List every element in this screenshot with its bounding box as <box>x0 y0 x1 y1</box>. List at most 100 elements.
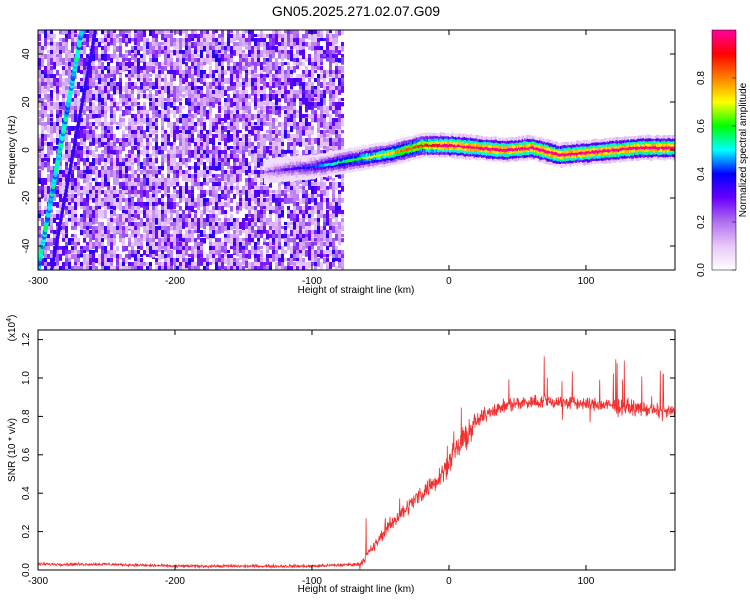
heatmap-cell <box>140 142 143 148</box>
heatmap-cell <box>308 186 311 190</box>
heatmap-cell <box>77 154 80 160</box>
heatmap-cell <box>92 70 95 76</box>
ridge-cell <box>275 165 278 169</box>
heatmap-cell <box>119 74 122 79</box>
heatmap-cell <box>59 102 62 110</box>
heatmap-cell <box>137 214 140 220</box>
heatmap-cell <box>284 182 287 190</box>
heatmap-cell <box>284 194 287 199</box>
heatmap-cell <box>275 130 278 135</box>
heatmap-cell <box>317 258 320 267</box>
heatmap-cell <box>224 162 227 166</box>
heatmap-cell <box>167 178 170 186</box>
heatmap-cell <box>119 254 122 260</box>
heatmap-cell <box>203 150 206 158</box>
heatmap-cell <box>215 174 218 182</box>
heatmap-cell <box>296 114 299 118</box>
heatmap-cell <box>221 194 224 198</box>
heatmap-cell <box>341 102 344 107</box>
heatmap-cell <box>62 170 65 175</box>
heatmap-cell <box>191 266 194 270</box>
heatmap-cell <box>89 82 92 86</box>
heatmap-cell <box>185 206 188 211</box>
heatmap-cell <box>65 70 68 76</box>
heatmap-cell <box>68 146 71 154</box>
heatmap-cell <box>200 154 203 159</box>
ridge-cell <box>297 168 300 172</box>
heatmap-cell <box>110 86 113 92</box>
heatmap-cell <box>95 146 98 152</box>
heatmap-cell <box>47 190 50 194</box>
heatmap-cell <box>233 90 236 98</box>
heatmap-cell <box>329 250 332 256</box>
heatmap-cell <box>134 146 137 151</box>
heatmap-cell <box>179 126 182 130</box>
heatmap-cell <box>206 178 209 183</box>
heatmap-cell <box>302 214 305 221</box>
heatmap-cell <box>92 206 95 211</box>
heatmap-cell <box>143 54 146 58</box>
ridge-cell <box>294 169 298 173</box>
heatmap-cell <box>260 34 263 42</box>
heatmap-cell <box>107 166 110 172</box>
heatmap-cell <box>104 94 107 101</box>
heatmap-cell <box>176 150 179 158</box>
heatmap-cell <box>137 46 140 53</box>
heatmap-cell <box>230 150 233 157</box>
heatmap-cell <box>137 42 140 50</box>
heatmap-cell <box>278 78 281 86</box>
heatmap-cell <box>242 134 245 141</box>
heatmap-cell <box>188 94 191 100</box>
heatmap-cell <box>209 150 212 154</box>
heatmap-cell <box>170 202 173 210</box>
heatmap-cell <box>278 230 281 236</box>
heatmap-cell <box>161 134 164 138</box>
heatmap-cell <box>128 262 131 270</box>
heatmap-cell <box>293 182 296 190</box>
heatmap-cell <box>161 42 164 46</box>
heatmap-cell <box>275 94 278 101</box>
heatmap-cell <box>317 186 320 191</box>
heatmap-cell <box>110 210 113 217</box>
ridge-cell <box>267 158 271 162</box>
heatmap-cell <box>137 138 140 145</box>
heatmap-cell <box>107 202 110 210</box>
heatmap-cell <box>74 42 77 46</box>
heatmap-cell <box>74 266 77 270</box>
heatmap-cell <box>104 102 107 107</box>
heatmap-cell <box>257 174 260 178</box>
heatmap-cell <box>191 250 194 258</box>
heatmap-cell <box>293 238 296 246</box>
heatmap-cell <box>38 54 41 59</box>
heatmap-cell <box>128 218 131 226</box>
heatmap-cell <box>188 134 191 141</box>
heatmap-cell <box>338 206 341 213</box>
heatmap-cell <box>41 178 44 183</box>
heatmap-cell <box>128 194 131 202</box>
heatmap-cell <box>137 118 140 125</box>
heatmap-cell <box>308 138 311 146</box>
heatmap-cell <box>272 30 275 38</box>
heatmap-cell <box>56 214 59 220</box>
heatmap-cell <box>335 54 338 60</box>
heatmap-cell <box>317 238 320 244</box>
heatmap-cell <box>323 254 326 258</box>
heatmap-cell <box>185 158 188 165</box>
heatmap-cell <box>146 214 149 218</box>
heatmap-cell <box>332 130 335 135</box>
heatmap-cell <box>146 50 149 55</box>
heatmap-cell <box>191 258 194 265</box>
heatmap-cell <box>83 42 86 46</box>
heatmap-cell <box>185 170 188 178</box>
heatmap-cell <box>146 94 149 100</box>
heatmap-cell <box>221 222 224 231</box>
heatmap-cell <box>50 118 53 122</box>
heatmap-cell <box>293 114 296 122</box>
heatmap-cell <box>149 178 152 183</box>
heatmap-cell <box>89 238 92 243</box>
heatmap-cell <box>173 210 176 214</box>
heatmap-cell <box>197 138 200 144</box>
heatmap-cell <box>287 242 290 247</box>
heatmap-cell <box>59 266 62 270</box>
heatmap-cell <box>158 238 161 247</box>
